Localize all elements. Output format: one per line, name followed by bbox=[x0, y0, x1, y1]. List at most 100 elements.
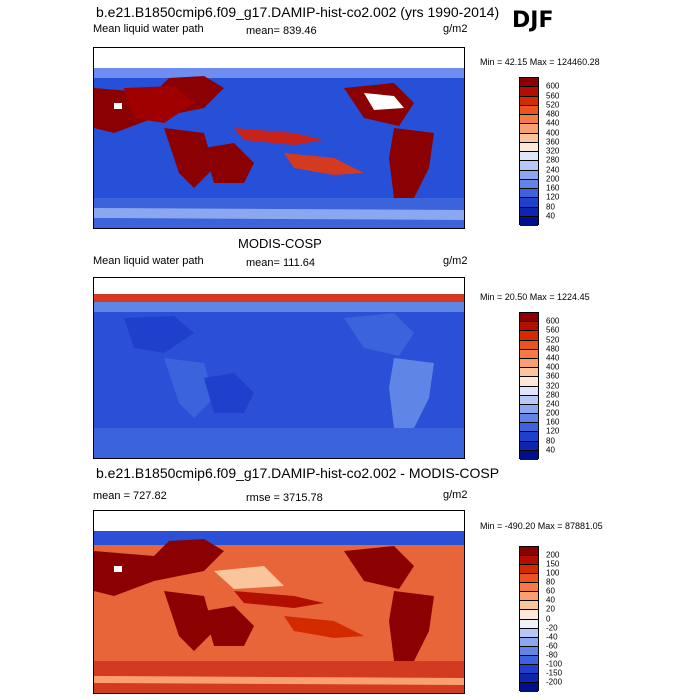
colorbar-tick-label: 320 bbox=[546, 146, 560, 156]
colorbar-segment bbox=[520, 78, 538, 88]
colorbar-tick-label: 40 bbox=[546, 595, 555, 605]
panel2-colorbar bbox=[519, 312, 539, 460]
panel2-mean-label: mean= 111.64 bbox=[246, 257, 316, 269]
colorbar-segment bbox=[520, 368, 538, 378]
colorbar-segment bbox=[520, 105, 538, 115]
colorbar-tick-label: 0 bbox=[546, 614, 551, 623]
colorbar-tick-label: 360 bbox=[546, 371, 560, 381]
colorbar-tick-label: 120 bbox=[546, 192, 560, 202]
colorbar-segment bbox=[520, 574, 538, 584]
colorbar-segment bbox=[520, 592, 538, 602]
panel1-colorbar bbox=[519, 77, 539, 226]
panel1-colorbar-ticks: 600 560 520 480 440 400 360 320 280 240 200 160 120 8… bbox=[546, 77, 586, 225]
colorbar-segment bbox=[520, 216, 538, 226]
colorbar-segment bbox=[520, 404, 538, 415]
colorbar-tick-label: 80 bbox=[546, 436, 555, 446]
colorbar-tick-label: 560 bbox=[546, 91, 560, 100]
colorbar-segment bbox=[520, 152, 538, 162]
colorbar-tick-label: -40 bbox=[546, 632, 558, 642]
panel3-minmax: Min = -490.20 Max = 87881.05 bbox=[480, 521, 603, 531]
colorbar-tick-label: 520 bbox=[546, 100, 560, 110]
colorbar-tick-label: 520 bbox=[546, 335, 560, 345]
panel3-title: b.e21.B1850cmip6.f09_g17.DAMIP-hist-co2.… bbox=[96, 465, 500, 481]
panel2-variable-label: Mean liquid water path bbox=[93, 255, 204, 267]
panel3-colorbar-ticks: 200 150 100 80 60 40 20 0 -20 -40 -60 -80 -100 -150 -2… bbox=[546, 546, 586, 691]
colorbar-segment bbox=[520, 414, 538, 424]
colorbar-tick-label: 400 bbox=[546, 128, 560, 137]
colorbar-tick-label: 560 bbox=[546, 325, 560, 335]
panel2-units: g/m2 bbox=[443, 255, 468, 267]
colorbar-segment bbox=[520, 395, 538, 405]
panel3-map bbox=[93, 510, 465, 694]
colorbar-segment bbox=[520, 637, 538, 647]
panel3-units: g/m2 bbox=[443, 489, 468, 501]
panel1-variable-label: Mean liquid water path bbox=[93, 23, 204, 35]
colorbar-segment bbox=[520, 423, 538, 433]
colorbar-segment bbox=[520, 198, 538, 208]
colorbar-segment bbox=[520, 655, 538, 665]
colorbar-tick-label: 600 bbox=[546, 81, 560, 91]
panel1-minmax: Min = 42.15 Max = 124460.28 bbox=[480, 57, 600, 67]
colorbar-segment bbox=[520, 358, 538, 369]
colorbar-tick-label: -100 bbox=[546, 659, 563, 669]
panel3-colorbar bbox=[519, 546, 539, 692]
colorbar-segment bbox=[520, 601, 538, 611]
colorbar-segment bbox=[520, 628, 538, 638]
colorbar-segment bbox=[520, 386, 538, 396]
colorbar-tick-label: 60 bbox=[546, 586, 555, 596]
colorbar-tick-label: 480 bbox=[546, 344, 560, 354]
colorbar-tick-label: 360 bbox=[546, 137, 560, 147]
colorbar-tick-label: -60 bbox=[546, 641, 558, 651]
colorbar-segment bbox=[520, 432, 538, 442]
panel2-title: MODIS-COSP bbox=[238, 236, 322, 251]
colorbar-segment bbox=[520, 441, 538, 451]
colorbar-tick-label: 440 bbox=[546, 118, 560, 128]
colorbar-tick-label: 120 bbox=[546, 426, 560, 436]
colorbar-tick-label: 80 bbox=[546, 202, 555, 211]
colorbar-segment bbox=[520, 170, 538, 180]
colorbar-segment bbox=[520, 331, 538, 341]
colorbar-segment bbox=[520, 142, 538, 152]
season-label: DJF bbox=[512, 8, 554, 33]
colorbar-segment bbox=[520, 565, 538, 575]
colorbar-tick-label: 200 bbox=[546, 550, 560, 560]
colorbar-tick-label: 400 bbox=[546, 362, 560, 372]
panel3-mean-label: mean = 727.82 bbox=[93, 490, 167, 502]
colorbar-segment bbox=[520, 619, 538, 629]
colorbar-segment bbox=[520, 673, 538, 683]
colorbar-segment bbox=[520, 556, 538, 566]
colorbar-tick-label: -80 bbox=[546, 650, 558, 660]
colorbar-tick-label: 240 bbox=[546, 399, 560, 409]
colorbar-tick-label: 40 bbox=[546, 445, 555, 455]
colorbar-tick-label: 280 bbox=[546, 390, 560, 400]
colorbar-segment bbox=[520, 124, 538, 134]
panel1-units: g/m2 bbox=[443, 23, 468, 35]
colorbar-tick-label: 40 bbox=[546, 211, 555, 221]
colorbar-tick-label: 280 bbox=[546, 155, 560, 165]
colorbar-tick-label: -150 bbox=[546, 668, 563, 678]
colorbar-segment bbox=[520, 322, 538, 332]
colorbar-tick-label: 80 bbox=[546, 577, 555, 587]
colorbar-tick-label: 200 bbox=[546, 174, 560, 184]
colorbar-segment bbox=[520, 161, 538, 171]
colorbar-segment bbox=[520, 583, 538, 593]
colorbar-segment bbox=[520, 189, 538, 199]
colorbar-segment bbox=[520, 646, 538, 656]
colorbar-segment bbox=[520, 610, 538, 620]
colorbar-tick-label: 480 bbox=[546, 109, 560, 119]
colorbar-tick-label: 150 bbox=[546, 559, 560, 569]
panel1-title: b.e21.B1850cmip6.f09_g17.DAMIP-hist-co2.… bbox=[96, 4, 500, 20]
colorbar-tick-label: 20 bbox=[546, 604, 555, 614]
colorbar-tick-label: 160 bbox=[546, 417, 560, 427]
colorbar-segment bbox=[520, 377, 538, 387]
colorbar-segment bbox=[520, 115, 538, 125]
colorbar-segment bbox=[520, 207, 538, 217]
colorbar-segment bbox=[520, 87, 538, 97]
colorbar-segment bbox=[520, 450, 538, 460]
colorbar-segment bbox=[520, 133, 538, 143]
colorbar-tick-label: 440 bbox=[546, 353, 560, 363]
colorbar-segment bbox=[520, 547, 538, 557]
panel1-mean-label: mean= 839.46 bbox=[246, 25, 317, 37]
colorbar-tick-label: 200 bbox=[546, 408, 560, 418]
colorbar-tick-label: -20 bbox=[546, 623, 558, 633]
